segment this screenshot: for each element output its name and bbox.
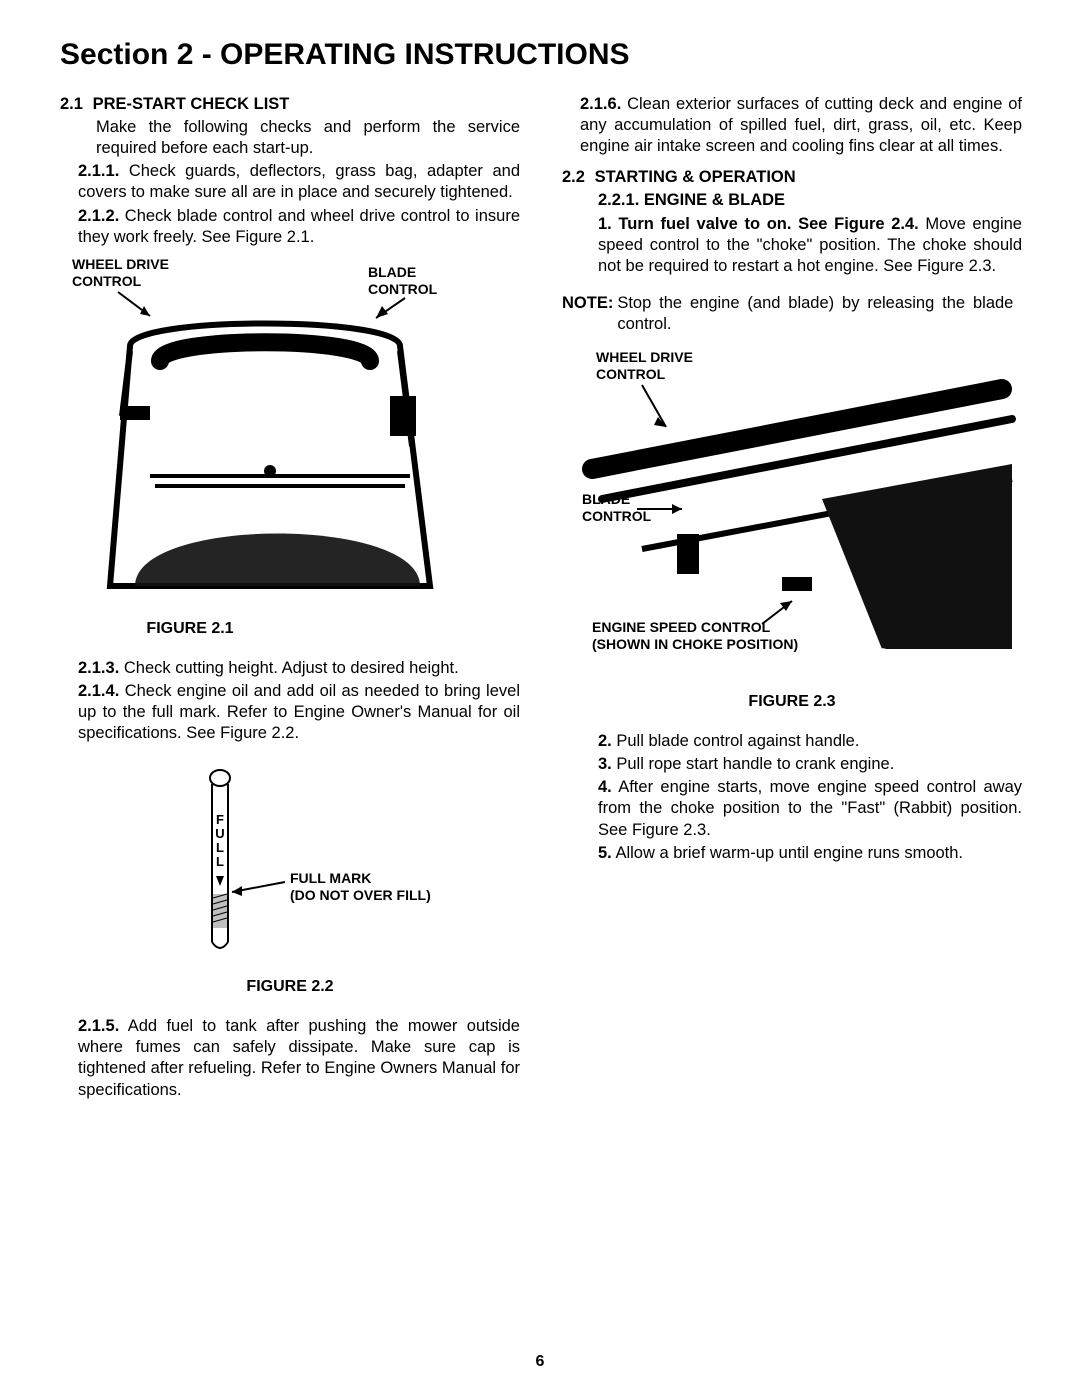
figure-2-2-caption: FIGURE 2.2 [60, 978, 520, 996]
heading-2-2-num: 2.2 [562, 167, 590, 188]
text-2-1-5: Add fuel to tank after pushing the mower… [78, 1017, 520, 1098]
text-2-1-4: Check engine oil and add oil as needed t… [78, 682, 520, 742]
num-2-1-6: 2.1.6. [580, 95, 621, 113]
heading-2-2-1: 2.2.1. ENGINE & BLADE [562, 190, 1022, 211]
svg-text:U: U [215, 826, 224, 841]
fig23-label-blade-control: BLADE CONTROL [582, 491, 651, 525]
step-2-text: Pull blade control against handle. [612, 732, 860, 750]
para-2-1-6: 2.1.6. Clean exterior surfaces of cuttin… [562, 94, 1022, 157]
figure-2-3-caption: FIGURE 2.3 [562, 693, 1022, 711]
para-2-1-5: 2.1.5. Add fuel to tank after pushing th… [60, 1016, 520, 1100]
step-3-num: 3. [598, 755, 612, 773]
fig21-label-blade-control: BLADE CONTROL [368, 264, 437, 298]
figure-2-3: WHEEL DRIVE CONTROL BLADE CONTROL ENGINE… [562, 349, 1022, 679]
svg-text:L: L [216, 854, 224, 869]
svg-text:F: F [216, 812, 224, 827]
step-1: 1. Turn fuel valve to on. See Figure 2.4… [562, 214, 1022, 277]
heading-2-2-title: STARTING & OPERATION [595, 168, 796, 186]
section-title: Section 2 - OPERATING INSTRUCTIONS [60, 38, 1020, 72]
para-2-1-4: 2.1.4. Check engine oil and add oil as n… [60, 681, 520, 744]
num-2-1-1: 2.1.1. [78, 162, 119, 180]
right-column: 2.1.6. Clean exterior surfaces of cuttin… [562, 94, 1022, 1103]
intro-2-1: Make the following checks and perform th… [60, 117, 520, 159]
step-4-text: After engine starts, move engine speed c… [598, 778, 1022, 838]
svg-text:L: L [216, 840, 224, 855]
content-columns: 2.1 PRE-START CHECK LIST Make the follow… [60, 94, 1020, 1103]
fig23-label-wheel-drive: WHEEL DRIVE CONTROL [596, 349, 693, 383]
para-2-1-3: 2.1.3. Check cutting height. Adjust to d… [60, 658, 520, 679]
num-2-1-2: 2.1.2. [78, 207, 119, 225]
step-3: 3. Pull rope start handle to crank engin… [562, 754, 1022, 775]
num-2-1-3: 2.1.3. [78, 659, 119, 677]
para-2-1-1: 2.1.1. Check guards, deflectors, grass b… [60, 161, 520, 203]
step-5-text: Allow a brief warm-up until engine runs … [612, 844, 963, 862]
note: NOTE: Stop the engine (and blade) by rel… [562, 293, 1022, 335]
figure-2-1: WHEEL DRIVE CONTROL BLADE CONTROL [60, 256, 520, 606]
figure-2-2-illustration: F U L L [60, 764, 520, 964]
fig23-label-engine-speed: ENGINE SPEED CONTROL (SHOWN IN CHOKE POS… [592, 619, 798, 653]
note-label: NOTE: [562, 294, 613, 312]
page-number: 6 [0, 1353, 1080, 1371]
heading-2-2: 2.2 STARTING & OPERATION [562, 167, 1022, 188]
fig22-label-full-mark: FULL MARK (DO NOT OVER FILL) [290, 870, 431, 904]
step-1-num: 1. [598, 215, 612, 233]
para-2-1-2: 2.1.2. Check blade control and wheel dri… [60, 206, 520, 248]
num-2-1-5: 2.1.5. [78, 1017, 119, 1035]
left-column: 2.1 PRE-START CHECK LIST Make the follow… [60, 94, 520, 1103]
figure-2-1-caption: FIGURE 2.1 [0, 620, 520, 638]
num-2-1-4: 2.1.4. [78, 682, 119, 700]
step-1-bold: Turn fuel valve to on. See Figure 2.4. [612, 215, 919, 233]
text-2-1-1: Check guards, deflectors, grass bag, ada… [78, 162, 520, 201]
note-text: Stop the engine (and blade) by releasing… [613, 293, 1013, 335]
fig21-label-wheel-drive: WHEEL DRIVE CONTROL [72, 256, 169, 290]
step-5-num: 5. [598, 844, 612, 862]
figure-2-2: F U L L FULL MARK (DO NOT OVER FILL) [60, 764, 520, 964]
step-4: 4. After engine starts, move engine spee… [562, 777, 1022, 840]
text-2-1-2: Check blade control and wheel drive cont… [78, 207, 520, 246]
text-2-1-3: Check cutting height. Adjust to desired … [119, 659, 458, 677]
step-2: 2. Pull blade control against handle. [562, 731, 1022, 752]
heading-2-1-num: 2.1 [60, 94, 88, 115]
step-4-num: 4. [598, 778, 612, 796]
text-2-1-6: Clean exterior surfaces of cutting deck … [580, 95, 1022, 155]
step-3-text: Pull rope start handle to crank engine. [612, 755, 895, 773]
step-2-num: 2. [598, 732, 612, 750]
step-5: 5. Allow a brief warm-up until engine ru… [562, 843, 1022, 864]
heading-2-1-title: PRE-START CHECK LIST [93, 95, 290, 113]
figure-2-1-illustration [60, 256, 520, 606]
heading-2-1: 2.1 PRE-START CHECK LIST [60, 94, 520, 115]
